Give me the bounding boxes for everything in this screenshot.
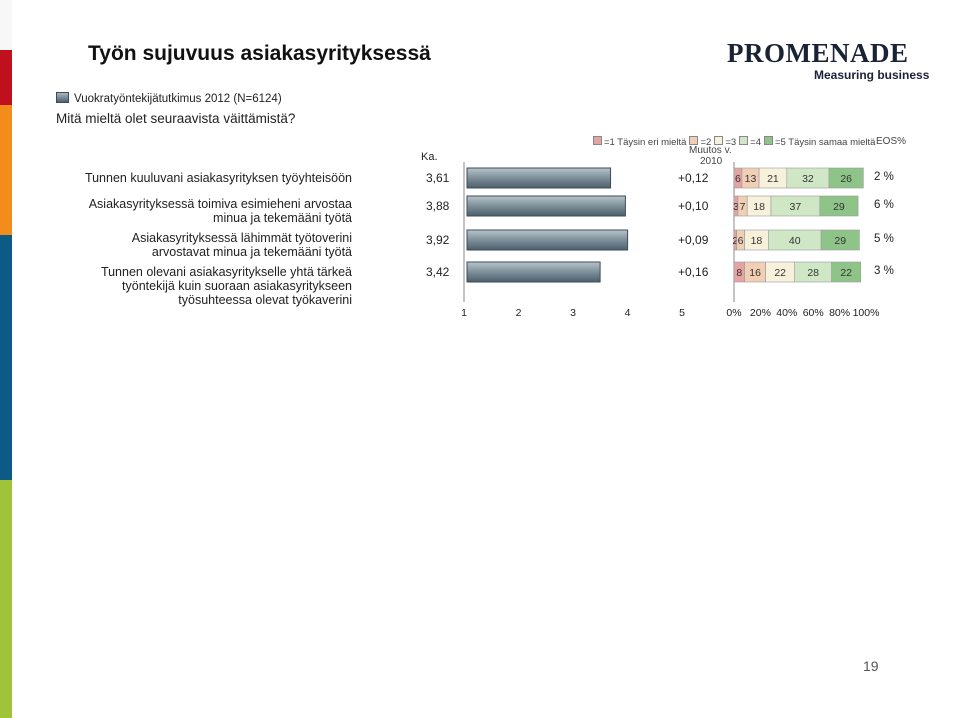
eos-value: 2 % (874, 171, 894, 183)
dist-segment-label: 21 (767, 173, 779, 185)
survey-swatch (56, 92, 69, 103)
legend-swatch-3 (714, 136, 724, 145)
legend-swatch-1 (593, 136, 602, 145)
statement-label: Tunnen olevani asiakasyritykselle yhtä t… (101, 265, 352, 307)
change-value: +0,10 (678, 199, 709, 213)
dist-tick-label: 60% (803, 307, 824, 319)
dist-segment-label: 29 (834, 235, 846, 247)
avg-tick-label: 1 (461, 307, 467, 319)
dist-segment-label: 29 (833, 201, 845, 213)
dist-segment-label: 18 (751, 235, 763, 247)
legend-label-1: =1 Täysin eri mieltä (604, 137, 687, 148)
dist-segment-label: 7 (740, 201, 746, 213)
logo: PROMENADE (727, 38, 909, 68)
decor-bar-red (0, 50, 12, 105)
legend-swatch-2 (689, 136, 699, 145)
dist-segment-label: 6 (735, 173, 741, 185)
legend-label-2: =2 (700, 137, 712, 148)
dist-segment-label: 22 (840, 267, 852, 279)
avg-tick-label: 3 (570, 307, 576, 319)
dist-segment-label: 26 (840, 173, 852, 185)
legend-label-3: =3 (725, 137, 737, 148)
dist-tick-label: 40% (776, 307, 797, 319)
dist-segment (819, 195, 859, 217)
decor-bar-blue (0, 235, 12, 480)
change-header-line1: Muutos v. (689, 145, 732, 156)
average-value: 3,61 (426, 171, 450, 185)
dist-segment-label: 16 (749, 267, 761, 279)
decor-bar-green (0, 480, 12, 718)
eos-header: EOS% (876, 136, 907, 147)
page-title: Työn sujuvuus asiakasyrityksessä (88, 42, 431, 65)
dist-tick-label: 20% (750, 307, 771, 319)
dist-segment-label: 22 (774, 267, 786, 279)
dist-tick-label: 80% (829, 307, 850, 319)
avg-tick-label: 2 (516, 307, 522, 319)
decor-bar-orange (0, 105, 12, 235)
dist-segment-label: 8 (736, 267, 742, 279)
eos-value: 3 % (874, 265, 894, 277)
statement-label: Tunnen kuuluvani asiakasyrityksen työyht… (85, 171, 352, 185)
survey-label: Vuokratyöntekijätutkimus 2012 (N=6124) (74, 93, 282, 105)
dist-segment-label: 2 (732, 235, 738, 247)
avg-bar (466, 167, 612, 189)
legend-label-5: =5 Täysin samaa mieltä (775, 137, 876, 148)
dist-tick-label: 0% (726, 307, 741, 319)
eos-value: 5 % (874, 233, 894, 245)
dist-tick-label: 100% (853, 307, 880, 319)
statement-label: Asiakasyrityksessä lähimmät työtoverini a… (132, 231, 352, 259)
statement-line: työsuhteessa olevat työkaverini (178, 293, 352, 307)
logo-tagline: Measuring business (814, 68, 930, 82)
change-value: +0,12 (678, 171, 709, 185)
page-number: 19 (863, 658, 879, 674)
statement-line: Tunnen olevani asiakasyritykselle yhtä t… (100, 265, 352, 279)
change-header-line2: 2010 (700, 156, 723, 167)
dist-segment-label: 13 (745, 173, 757, 185)
dist-segment (828, 167, 864, 189)
change-value: +0,09 (678, 233, 709, 247)
average-value: 3,42 (426, 265, 450, 279)
statement-line: minua ja tekemääni työtä (213, 211, 352, 225)
dist-segment-label: 40 (789, 235, 801, 247)
dist-segment-label: 37 (790, 201, 802, 213)
dist-segment-label: 6 (738, 235, 744, 247)
legend-swatch-4 (739, 136, 749, 145)
statement-line: Tunnen kuuluvani asiakasyrityksen työyht… (84, 171, 352, 185)
legend-swatch-5 (764, 136, 773, 145)
dist-segment (831, 261, 862, 283)
dist-segment (820, 229, 860, 251)
avg-tick-label: 4 (625, 307, 631, 319)
average-value: 3,88 (426, 199, 450, 213)
avg-header: Ka. (421, 151, 438, 163)
survey-legend: Vuokratyöntekijätutkimus 2012 (N=6124) (56, 92, 282, 105)
eos-value: 6 % (874, 199, 894, 211)
statement-line: Asiakasyrityksessä lähimmät työtoverini (131, 231, 352, 245)
dist-segment-label: 18 (753, 201, 765, 213)
average-value: 3,92 (426, 233, 450, 247)
chart-legend: =1 Täysin eri mieltä =2 =3 =4 =5 Täysin sama… (593, 136, 878, 148)
decor-bar-top (0, 0, 12, 50)
avg-bar (466, 229, 629, 251)
avg-bar (466, 195, 626, 217)
dist-segment-label: 32 (802, 173, 814, 185)
question-text: Mitä mieltä olet seuraavista väittämistä… (56, 111, 296, 126)
statement-line: työntekijä kuin suoraan asiakasyrityksee… (122, 279, 352, 293)
change-value: +0,16 (678, 265, 709, 279)
avg-bar (466, 261, 601, 283)
legend-label-4: =4 (750, 137, 761, 148)
statement-label: Asiakasyrityksessä toimiva esimieheni ar… (89, 197, 352, 225)
dist-segment-label: 28 (807, 267, 819, 279)
avg-tick-label: 5 (679, 307, 685, 319)
statement-line: Asiakasyrityksessä toimiva esimieheni ar… (88, 197, 352, 211)
statement-line: arvostavat minua ja tekemääni työtä (151, 245, 352, 259)
dist-segment-label: 3 (733, 201, 739, 213)
